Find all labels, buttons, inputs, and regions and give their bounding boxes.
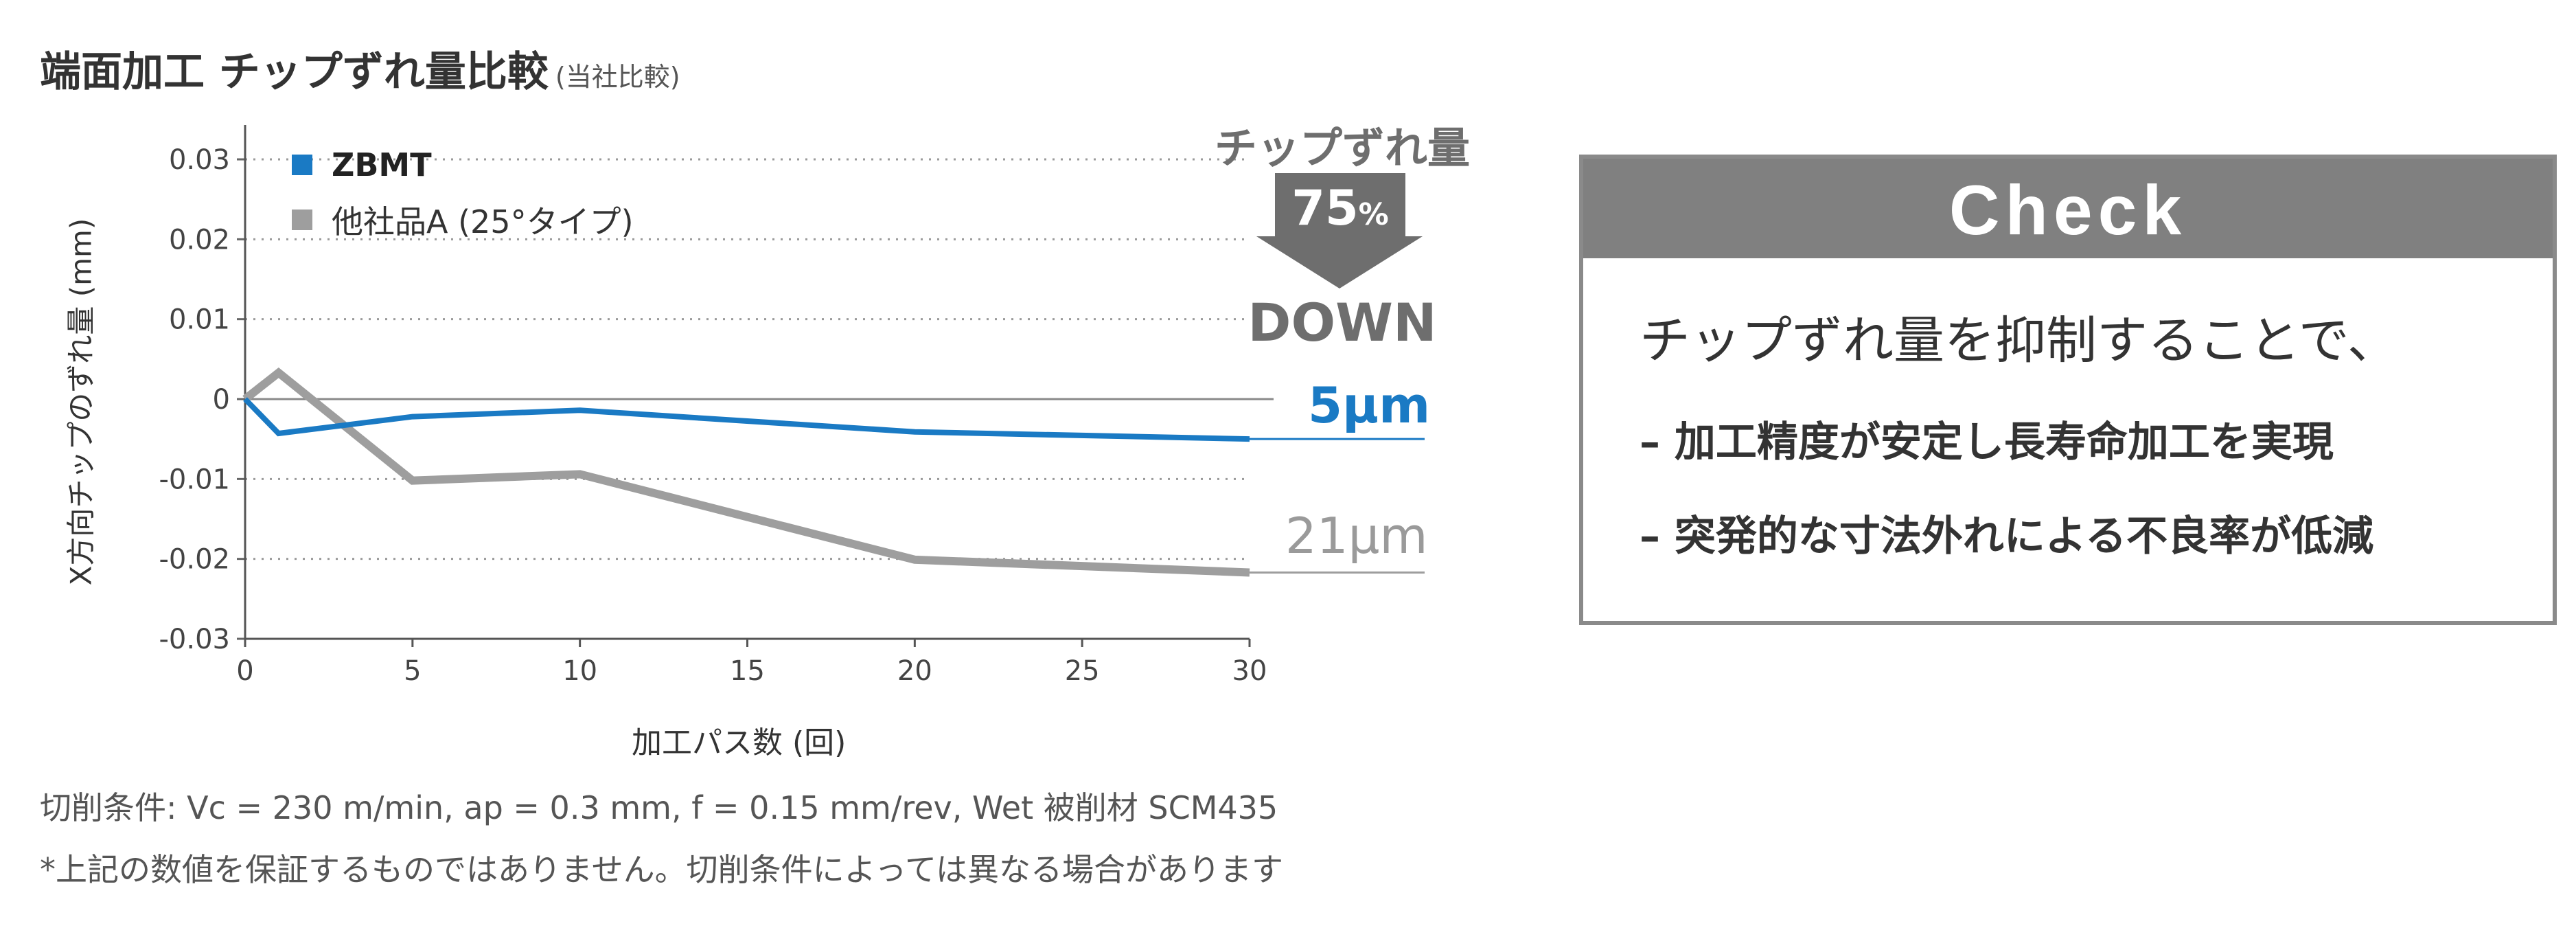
end-label-other: 21μm [1285, 507, 1428, 565]
y-tick-label-4: -0.01 [159, 464, 231, 495]
y-tick-label-0: 0.03 [169, 144, 230, 176]
callout-percent-sign: % [1358, 197, 1389, 232]
series-line-0 [243, 397, 1250, 442]
page-title: 端面加工 チップずれ量比較 (当社比較) [40, 38, 680, 98]
y-axis-title: X方向チップのずれ量 (mm) [64, 218, 98, 586]
check-lead-text: チップずれ量を抑制することで、 [1640, 311, 2398, 370]
x-tick-label-1: 5 [404, 655, 421, 687]
callout-label: チップずれ量 [1214, 123, 1470, 173]
page-title-sub: (当社比較) [555, 62, 680, 92]
end-label-other-value: 21 [1285, 507, 1348, 565]
legend-item-other: 他社品A (25°タイプ) [292, 192, 634, 247]
chart-legend: ZBMT 他社品A (25°タイプ) [292, 137, 634, 247]
callout-arrow-shaft [1275, 173, 1405, 236]
cutting-conditions-note: 切削条件: Vc = 230 m/min, ap = 0.3 mm, f = 0… [40, 789, 1278, 826]
series-layer [242, 367, 1250, 577]
callout-percent: 75% [1254, 180, 1426, 236]
legend-swatch-zbmt [292, 155, 312, 175]
x-tick-label-5: 25 [1065, 655, 1100, 687]
callout-down: DOWN [1247, 292, 1437, 353]
check-panel-title: Check [1583, 159, 2553, 258]
end-label-zbmt: 5μm [1308, 376, 1430, 434]
check-panel-body: チップずれ量を抑制することで、 – 加工精度が安定し長寿命加工を実現 – 突発的… [1583, 258, 2553, 563]
y-tick-label-5: -0.02 [159, 544, 231, 576]
callout-percent-value: 75 [1291, 180, 1359, 236]
reference-lines [1250, 438, 1425, 574]
page-title-main: 端面加工 チップずれ量比較 [40, 48, 549, 96]
x-tick-label-4: 20 [897, 655, 932, 687]
check-bullet-2: – 突発的な寸法外れによる不良率が低減 [1640, 512, 2374, 561]
check-panel: Check チップずれ量を抑制することで、 – 加工精度が安定し長寿命加工を実現… [1579, 155, 2557, 625]
x-tick-label-6: 30 [1232, 655, 1267, 687]
x-tick-label-3: 15 [730, 655, 765, 687]
y-tick-label-2: 0.01 [169, 304, 230, 336]
series-line-1 [242, 367, 1250, 577]
x-tick-label-0: 0 [236, 655, 253, 687]
y-tick-label-1: 0.02 [169, 224, 230, 256]
end-label-zbmt-unit: μm [1342, 376, 1431, 434]
check-bullet-1: – 加工精度が安定し長寿命加工を実現 [1640, 418, 2334, 466]
grid-layer [245, 158, 1274, 640]
callout-arrow [1256, 173, 1423, 288]
end-label-zbmt-value: 5 [1308, 376, 1343, 434]
x-axis-title: 加工パス数 (回) [632, 725, 847, 760]
x-tick-label-2: 10 [562, 655, 597, 687]
legend-swatch-other [292, 210, 312, 230]
y-tick-label-3: 0 [213, 384, 230, 416]
y-tick-label-6: -0.03 [159, 624, 231, 655]
end-label-other-unit: μm [1348, 507, 1428, 565]
axis-layer: 0.030.020.010-0.01-0.02-0.030 5 10 15 20 25 30 [159, 125, 1267, 687]
legend-item-zbmt: ZBMT [292, 137, 634, 192]
legend-label-other: 他社品A (25°タイプ) [332, 203, 634, 240]
legend-label-zbmt: ZBMT [332, 146, 432, 183]
callout-arrow-head [1256, 236, 1423, 288]
disclaimer-note: *上記の数値を保証するものではありません。切削条件によっては異なる場合があります [40, 851, 1284, 888]
